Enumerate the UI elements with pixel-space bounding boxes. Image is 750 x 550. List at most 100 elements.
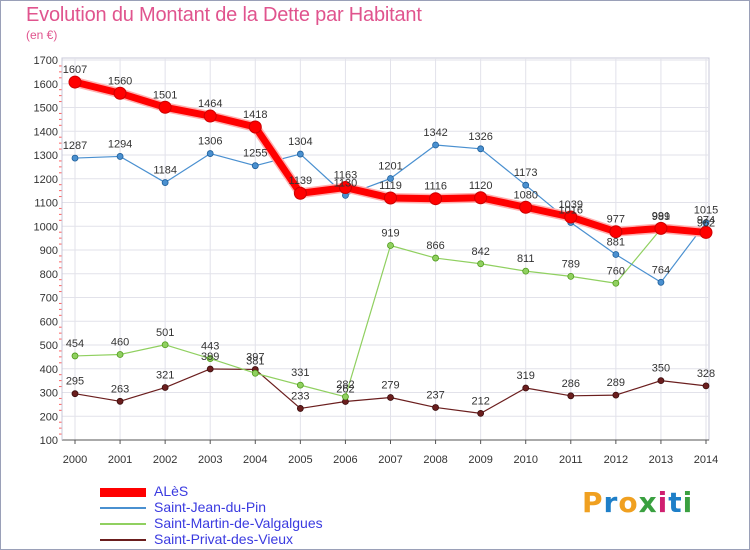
data-point	[477, 260, 485, 268]
y-tick-label: 200	[40, 411, 58, 423]
y-tick-label: 800	[40, 269, 58, 281]
x-tick-label: 2014	[694, 454, 718, 466]
data-point	[161, 341, 169, 349]
data-point	[161, 179, 169, 186]
y-tick-label: 600	[40, 316, 58, 328]
data-label: 1039	[559, 199, 583, 211]
data-label: 1016	[559, 204, 583, 216]
y-tick-label: 400	[40, 364, 58, 376]
data-point	[71, 154, 79, 162]
brand-letter: i	[682, 486, 694, 519]
legend-swatch	[100, 507, 146, 509]
legend-item: ALèS	[100, 483, 400, 500]
data-label: 811	[517, 253, 535, 265]
data-point	[567, 392, 575, 400]
data-point	[564, 210, 578, 224]
data-point	[432, 254, 439, 262]
data-point	[206, 355, 214, 362]
data-point	[612, 251, 620, 258]
data-label: 1464	[198, 98, 222, 110]
data-point	[657, 377, 665, 385]
data-label: 321	[156, 370, 174, 382]
data-label: 212	[471, 395, 489, 407]
data-point	[116, 153, 124, 160]
x-tick-label: 2004	[243, 454, 267, 466]
data-label: 443	[201, 341, 219, 353]
data-point	[206, 150, 214, 157]
brand-letter: r	[603, 486, 619, 519]
data-label: 1607	[63, 64, 87, 76]
data-point	[71, 352, 79, 360]
data-label: 1015	[694, 205, 718, 217]
data-label: 764	[652, 264, 670, 276]
legend-item: Saint-Jean-du-Pin	[100, 499, 400, 516]
y-tick-label: 500	[40, 340, 58, 352]
data-label: 399	[201, 351, 219, 363]
data-label: 282	[336, 379, 354, 391]
data-label: 1163	[334, 170, 358, 182]
data-label: 760	[607, 265, 625, 277]
data-label: 454	[66, 338, 84, 350]
data-point	[432, 141, 439, 149]
chart-title: Evolution du Montant de la Dette par Hab…	[26, 4, 422, 26]
data-label: 989	[652, 211, 670, 223]
data-point	[248, 120, 262, 134]
legend-item: Saint-Martin-de-Valgalgues	[100, 515, 400, 532]
data-point	[522, 384, 530, 392]
data-point	[699, 225, 713, 239]
data-point	[474, 191, 488, 205]
x-tick-label: 2008	[423, 454, 447, 466]
data-point	[702, 219, 710, 227]
data-point	[522, 267, 530, 275]
data-label: 262	[336, 384, 354, 396]
data-label: 1294	[108, 138, 132, 150]
data-label: 328	[697, 368, 715, 380]
data-label: 286	[562, 378, 580, 390]
brand-letter: o	[618, 486, 639, 519]
y-tick-label: 1100	[34, 198, 58, 210]
data-point	[612, 391, 620, 399]
data-label: 842	[471, 246, 489, 258]
data-label: 1342	[423, 127, 447, 139]
data-label: 977	[607, 214, 625, 226]
data-label: 962	[697, 217, 715, 229]
data-label: 1116	[424, 181, 447, 193]
data-label: 1201	[378, 161, 402, 173]
y-tick-label: 300	[40, 388, 58, 400]
x-tick-label: 2011	[559, 454, 583, 466]
data-point	[654, 221, 668, 235]
data-label: 501	[156, 327, 174, 339]
data-label: 319	[517, 370, 535, 382]
x-tick-label: 2013	[649, 454, 673, 466]
y-tick-label: 700	[40, 293, 58, 305]
legend-label: ALèS	[154, 483, 189, 499]
y-tick-label: 1000	[34, 221, 58, 233]
data-labels: 295 263 321 399 397 233 262 279 237 212 319 286 289 3…	[63, 64, 718, 407]
data-label: 974	[697, 214, 715, 226]
series-0	[68, 75, 713, 239]
legend-swatch	[100, 539, 146, 541]
legend-label: Saint-Privat-des-Vieux	[154, 531, 294, 547]
x-tick-label: 2006	[333, 454, 357, 466]
brand-letter: x	[638, 486, 658, 519]
data-label: 1130	[334, 177, 358, 189]
x-tick-label: 2003	[198, 454, 222, 466]
data-point	[477, 409, 485, 417]
data-point	[387, 175, 394, 182]
data-point	[296, 381, 304, 389]
chart-unit: (en €)	[26, 28, 58, 42]
data-point	[387, 242, 394, 249]
x-tick-label: 2001	[108, 454, 132, 466]
legend-swatch	[100, 487, 146, 497]
y-tick-label: 1300	[34, 150, 58, 162]
data-point	[338, 181, 352, 195]
data-point	[251, 369, 259, 377]
y-tick-label: 900	[40, 245, 58, 257]
data-label: 881	[607, 237, 625, 249]
data-label: 1326	[468, 131, 492, 143]
data-label: 295	[66, 376, 84, 388]
data-label: 919	[381, 227, 399, 239]
data-label: 1119	[379, 180, 402, 192]
x-tick-label: 2012	[604, 454, 628, 466]
data-label: 350	[652, 363, 670, 375]
